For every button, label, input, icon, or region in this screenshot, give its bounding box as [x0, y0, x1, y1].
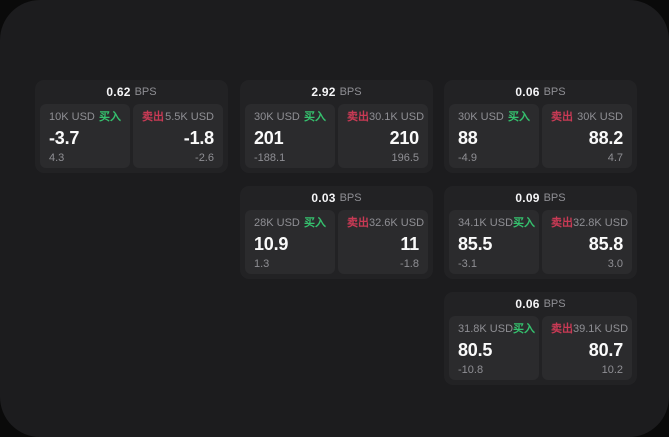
buy-label: 买入 — [304, 111, 326, 123]
sell-delta: -2.6 — [195, 152, 214, 164]
buy-panel[interactable]: 34.1K USD 买入 85.5 -3.1 — [449, 210, 539, 274]
bps-header: 0.06 BPS — [449, 292, 632, 316]
sell-delta: 4.7 — [607, 152, 623, 164]
sell-panel[interactable]: 卖出 39.1K USD 80.7 10.2 — [542, 316, 632, 380]
quote-card: 0.06 BPS 31.8K USD 买入 80.5 -10.8 卖出 39.1… — [444, 292, 637, 385]
sell-label: 卖出 — [551, 323, 573, 335]
buy-price: 10.9 — [254, 234, 289, 254]
sell-panel[interactable]: 卖出 32.6K USD 11 -1.8 — [338, 210, 428, 274]
sell-amount: 30K USD — [577, 111, 623, 123]
buy-delta: -188.1 — [254, 152, 286, 164]
quote-card: 0.03 BPS 28K USD 买入 10.9 1.3 卖出 32.6K US… — [240, 186, 433, 279]
quote-card: 0.06 BPS 30K USD 买入 88 -4.9 卖出 30K USD 8… — [444, 80, 637, 173]
buy-panel[interactable]: 30K USD 买入 201 -188.1 — [245, 104, 335, 168]
buy-price: 201 — [254, 128, 284, 148]
buy-panel[interactable]: 10K USD 买入 -3.7 4.3 — [40, 104, 130, 168]
buy-delta: -10.8 — [458, 364, 484, 376]
buy-amount: 30K USD — [254, 111, 300, 123]
sell-label: 卖出 — [551, 111, 573, 123]
bps-header: 0.06 BPS — [449, 80, 632, 104]
buy-label: 买入 — [99, 111, 121, 123]
buy-amount: 34.1K USD — [458, 217, 514, 229]
sell-price: 85.8 — [588, 234, 623, 254]
bps-unit-label: BPS — [339, 192, 362, 204]
bps-header: 0.09 BPS — [449, 186, 632, 210]
buy-amount: 31.8K USD — [458, 323, 514, 335]
bps-value: 0.09 — [515, 191, 540, 205]
bps-value: 0.62 — [106, 85, 131, 99]
sell-delta: 3.0 — [607, 258, 623, 270]
buy-delta: 4.3 — [49, 152, 65, 164]
bps-unit-label: BPS — [543, 86, 566, 98]
sell-label: 卖出 — [551, 217, 573, 229]
sell-panel[interactable]: 卖出 30K USD 88.2 4.7 — [542, 104, 632, 168]
bps-value: 2.92 — [311, 85, 336, 99]
sell-amount: 39.1K USD — [573, 323, 629, 335]
bps-unit-label: BPS — [543, 192, 566, 204]
buy-delta: 1.3 — [254, 258, 270, 270]
buy-price: 80.5 — [458, 340, 493, 360]
buy-price: 88 — [458, 128, 478, 148]
sell-price: 210 — [389, 128, 420, 148]
buy-label: 买入 — [513, 323, 536, 335]
sell-delta: 196.5 — [391, 152, 419, 164]
sell-panel[interactable]: 卖出 30.1K USD 210 196.5 — [338, 104, 428, 168]
sell-amount: 32.8K USD — [573, 217, 629, 229]
buy-label: 买入 — [304, 217, 326, 229]
buy-delta: -3.1 — [458, 258, 477, 270]
bps-unit-label: BPS — [134, 86, 157, 98]
buy-panel[interactable]: 28K USD 买入 10.9 1.3 — [245, 210, 335, 274]
sell-delta: 10.2 — [601, 364, 623, 376]
sell-price: 88.2 — [588, 128, 623, 148]
bps-header: 0.62 BPS — [40, 80, 223, 104]
buy-panel[interactable]: 30K USD 买入 88 -4.9 — [449, 104, 539, 168]
sell-panel[interactable]: 卖出 5.5K USD -1.8 -2.6 — [133, 104, 223, 168]
quote-card: 0.62 BPS 10K USD 买入 -3.7 4.3 卖出 5.5K USD… — [35, 80, 228, 173]
bps-unit-label: BPS — [543, 298, 566, 310]
sell-label: 卖出 — [347, 217, 369, 229]
sell-amount: 30.1K USD — [369, 111, 425, 123]
sell-panel[interactable]: 卖出 32.8K USD 85.8 3.0 — [542, 210, 632, 274]
bps-value: 0.06 — [515, 297, 540, 311]
sell-delta: -1.8 — [400, 258, 419, 270]
sell-price: -1.8 — [183, 128, 214, 148]
buy-price: -3.7 — [49, 128, 80, 148]
buy-amount: 30K USD — [458, 111, 504, 123]
quote-card: 0.09 BPS 34.1K USD 买入 85.5 -3.1 卖出 32.8K… — [444, 186, 637, 279]
bps-header: 2.92 BPS — [245, 80, 428, 104]
buy-amount: 10K USD — [49, 111, 95, 123]
sell-label: 卖出 — [347, 111, 369, 123]
quote-card: 2.92 BPS 30K USD 买入 201 -188.1 卖出 30.1K … — [240, 80, 433, 173]
buy-label: 买入 — [508, 111, 530, 123]
bps-value: 0.03 — [311, 191, 336, 205]
bps-value: 0.06 — [515, 85, 540, 99]
bps-unit-label: BPS — [339, 86, 362, 98]
buy-panel[interactable]: 31.8K USD 买入 80.5 -10.8 — [449, 316, 539, 380]
sell-label: 卖出 — [142, 111, 164, 123]
bps-header: 0.03 BPS — [245, 186, 428, 210]
buy-price: 85.5 — [458, 234, 493, 254]
buy-amount: 28K USD — [254, 217, 300, 229]
sell-amount: 32.6K USD — [369, 217, 425, 229]
sell-price: 11 — [400, 234, 419, 254]
buy-label: 买入 — [513, 217, 536, 229]
sell-price: 80.7 — [588, 340, 623, 360]
buy-delta: -4.9 — [458, 152, 477, 164]
sell-amount: 5.5K USD — [165, 111, 214, 123]
